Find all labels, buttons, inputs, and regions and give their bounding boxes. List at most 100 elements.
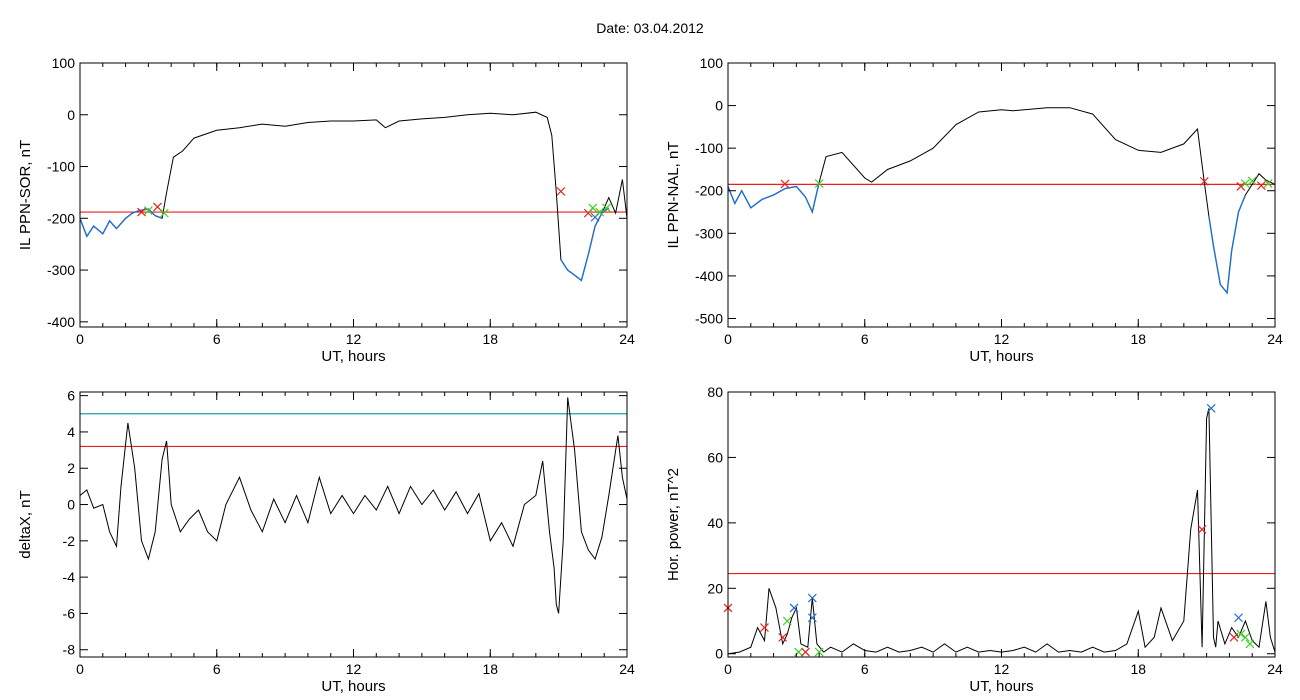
- marker-stroke: [1240, 632, 1250, 642]
- chart-panel-sor: 0 6 12 18 24 100 0 -100 -200 -300 -400 UT, hours IL …: [17, 55, 635, 365]
- series-group: [728, 107, 1275, 295]
- x-tick-label: 24: [1267, 331, 1283, 347]
- marker-stroke: [1236, 629, 1246, 639]
- marker-stroke: [1197, 524, 1207, 534]
- x-tick-label: 24: [619, 661, 635, 677]
- x-tick-label: 18: [1130, 661, 1146, 677]
- y-tick-label: -400: [47, 314, 75, 330]
- marker-stroke: [1247, 176, 1257, 186]
- marker-stroke: [595, 207, 605, 217]
- x-tick-label: 6: [213, 331, 221, 347]
- y-tick-label: -6: [63, 605, 76, 621]
- y-tick-label: -500: [695, 310, 723, 326]
- y-tick-label: -300: [695, 225, 723, 241]
- event-marker: [1234, 613, 1243, 623]
- event-marker: [143, 206, 153, 215]
- y-tick-label: -100: [695, 140, 723, 156]
- y-tick-label: 100: [52, 55, 76, 71]
- event-marker: [1236, 182, 1246, 191]
- y-tick-label: 0: [67, 497, 75, 513]
- event-marker: [1247, 176, 1257, 186]
- series-line: [728, 408, 1275, 655]
- event-marker: [814, 647, 824, 657]
- event-marker: [794, 647, 804, 657]
- y-tick-label: 2: [67, 460, 75, 476]
- event-marker: [760, 623, 769, 632]
- marker-stroke: [807, 613, 817, 623]
- y-tick-label: 40: [707, 515, 723, 531]
- marker-stroke: [137, 207, 146, 217]
- x-tick-label: 12: [994, 661, 1010, 677]
- event-marker: [801, 647, 810, 657]
- series-group: [80, 111, 627, 282]
- event-series-line: [560, 207, 610, 282]
- event-marker: [1240, 179, 1250, 188]
- marker-stroke: [814, 647, 824, 657]
- marker-stroke: [782, 616, 792, 626]
- marker-stroke: [588, 203, 598, 213]
- y-axis-title: IL PPN-SOR, nT: [17, 140, 34, 250]
- x-tick-label: 0: [76, 331, 84, 347]
- chart-panel-nal: 0 6 12 18 24 100 0 -100 -200 -300 -400 -500 UT, hour…: [665, 55, 1283, 365]
- marker-stroke: [602, 203, 611, 213]
- event-marker: [1263, 179, 1273, 188]
- y-tick-label: -200: [695, 183, 723, 199]
- plot-frame: [79, 391, 628, 658]
- x-tick-label: 6: [861, 331, 869, 347]
- x-tick-label: 18: [1130, 331, 1146, 347]
- event-marker: [137, 207, 146, 217]
- event-marker: [595, 207, 605, 217]
- marker-stroke: [789, 603, 799, 613]
- event-marker: [780, 179, 790, 189]
- y-tick-label: 0: [715, 98, 723, 114]
- event-marker: [807, 613, 817, 623]
- marker-stroke: [1199, 176, 1209, 186]
- event-series-line: [1208, 194, 1247, 295]
- y-tick-label: 100: [700, 55, 724, 71]
- series-group: [80, 397, 627, 614]
- x-tick-label: 0: [76, 661, 84, 677]
- y-tick-label: 0: [715, 646, 723, 662]
- x-tick-label: 24: [1267, 661, 1283, 677]
- event-marker: [602, 203, 611, 213]
- marker-stroke: [801, 647, 810, 657]
- x-tick-label: 12: [346, 661, 362, 677]
- plot-frame: [727, 62, 1276, 328]
- marker-stroke: [1240, 179, 1250, 188]
- y-tick-label: -4: [63, 569, 76, 585]
- plot-frame: [79, 62, 628, 328]
- series-line: [80, 397, 627, 614]
- event-marker: [1236, 629, 1246, 639]
- y-tick-label: 60: [707, 449, 723, 465]
- figure-title: Date: 03.04.2012: [596, 20, 704, 36]
- event-marker: [1240, 632, 1250, 642]
- marker-stroke: [780, 179, 790, 189]
- marker-stroke: [814, 179, 824, 188]
- y-tick-label: -100: [47, 159, 75, 175]
- event-marker: [778, 632, 788, 642]
- y-tick-label: -300: [47, 262, 75, 278]
- x-tick-label: 24: [619, 331, 635, 347]
- y-axis-title: IL PPN-NAL, nT: [665, 142, 682, 249]
- series-line: [80, 111, 627, 282]
- y-tick-label: 4: [67, 424, 75, 440]
- x-axis-title: UT, hours: [969, 678, 1033, 695]
- event-marker: [807, 593, 817, 603]
- series-group: [728, 408, 1275, 655]
- x-tick-label: 6: [213, 661, 221, 677]
- x-axis-title: UT, hours: [321, 678, 385, 695]
- marker-stroke: [1236, 182, 1246, 191]
- marker-stroke: [778, 632, 788, 642]
- marker-stroke: [1256, 181, 1266, 191]
- chart-panel-deltax: 0 6 12 18 24 6 4 2 0 -2 -4 -6 -8 UT, hours deltaX, nT: [17, 388, 635, 695]
- event-marker: [789, 603, 799, 613]
- x-tick-label: 0: [724, 331, 732, 347]
- y-tick-label: 20: [707, 580, 723, 596]
- y-tick-label: -8: [63, 642, 76, 658]
- marker-stroke: [556, 186, 566, 196]
- y-tick-label: 6: [67, 388, 75, 404]
- x-axis-title: UT, hours: [321, 348, 385, 365]
- y-axis-title: deltaX, nT: [17, 490, 34, 558]
- marker-stroke: [760, 623, 769, 632]
- event-marker: [782, 616, 792, 626]
